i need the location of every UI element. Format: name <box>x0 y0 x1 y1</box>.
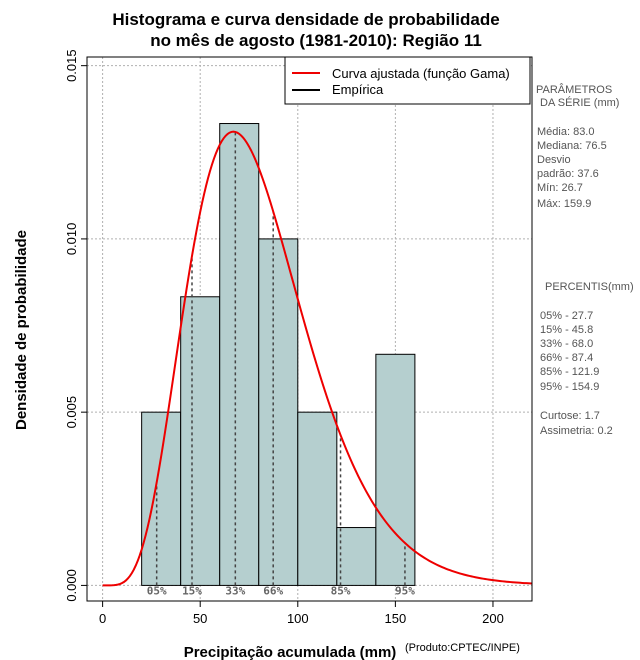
stat-desvio-1: Desvio <box>537 154 571 166</box>
x-tick-label: 50 <box>193 611 207 626</box>
y-axis: 0.000 0.005 0.010 0.015 <box>64 49 87 602</box>
percentis-title: PERCENTIS(mm) <box>545 281 634 293</box>
percentile-label: 15% <box>182 584 202 597</box>
histogram-bar <box>141 411 182 586</box>
y-axis-label: Densidade de probabilidade <box>13 230 30 430</box>
stat-p05: 05% - 27.7 <box>540 310 593 322</box>
percentile-label: 33% <box>225 584 245 597</box>
chart-title-line1: Histograma e curva densidade de probabil… <box>112 10 499 29</box>
percentile-label: 66% <box>263 584 283 597</box>
histogram-bar <box>336 527 377 586</box>
histogram-bar <box>219 123 260 586</box>
histogram-bar <box>258 238 299 586</box>
percentile-lines <box>155 131 406 586</box>
stat-assimetria: Assimetria: 0.2 <box>540 425 613 437</box>
histogram-bars <box>141 123 416 586</box>
x-axis: 0 50 100 150 200 <box>99 601 504 626</box>
stat-p85: 85% - 121.9 <box>540 366 599 378</box>
stat-mediana: Mediana: 76.5 <box>537 140 607 152</box>
x-axis-label: Precipitação acumulada (mm) <box>184 644 397 660</box>
stat-media: Média: 83.0 <box>537 126 594 138</box>
y-tick-label: 0.005 <box>64 396 79 429</box>
params-title-1: PARÂMETROS <box>536 83 612 96</box>
histogram-bar <box>297 411 338 586</box>
stat-min: Mín: 26.7 <box>537 182 583 194</box>
x-tick-label: 0 <box>99 611 106 626</box>
y-tick-label: 0.010 <box>64 223 79 256</box>
y-tick-label: 0.015 <box>64 49 79 82</box>
x-tick-label: 200 <box>482 611 504 626</box>
histogram-bar <box>180 296 221 586</box>
params-title-2: DA SÉRIE (mm) <box>540 96 619 109</box>
percentile-label: 05% <box>147 584 167 597</box>
y-tick-label: 0.000 <box>64 569 79 602</box>
stat-curtose: Curtose: 1.7 <box>540 410 600 422</box>
histogram-bar <box>375 353 416 586</box>
stat-p95: 95% - 154.9 <box>540 381 599 393</box>
gamma-curve <box>102 130 533 587</box>
x-tick-label: 150 <box>385 611 407 626</box>
percentile-labels: 05% 15% 33% 66% 85% 95% <box>147 584 416 597</box>
legend-empirical-label: Empírica <box>332 82 384 97</box>
percentile-label: 85% <box>331 584 351 597</box>
legend-box <box>284 56 531 105</box>
chart-title-line2: no mês de agosto (1981-2010): Região 11 <box>150 31 482 50</box>
stat-p66: 66% - 87.4 <box>540 352 593 364</box>
gamma-curve-group <box>102 130 533 587</box>
x-tick-label: 100 <box>287 611 309 626</box>
percentile-label: 95% <box>395 584 415 597</box>
stat-p15: 15% - 45.8 <box>540 324 593 336</box>
legend: Curva ajustada (função Gama) Empírica <box>284 56 531 105</box>
legend-gamma-label: Curva ajustada (função Gama) <box>332 66 510 81</box>
stat-max: Máx: 159.9 <box>537 198 591 210</box>
credit-text: (Produto:CPTEC/INPE) <box>405 642 520 654</box>
stat-p33: 33% - 68.0 <box>540 338 593 350</box>
stat-desvio-2: padrão: 37.6 <box>537 168 599 180</box>
stats-panel: PARÂMETROS DA SÉRIE (mm) Média: 83.0 Med… <box>536 83 634 437</box>
